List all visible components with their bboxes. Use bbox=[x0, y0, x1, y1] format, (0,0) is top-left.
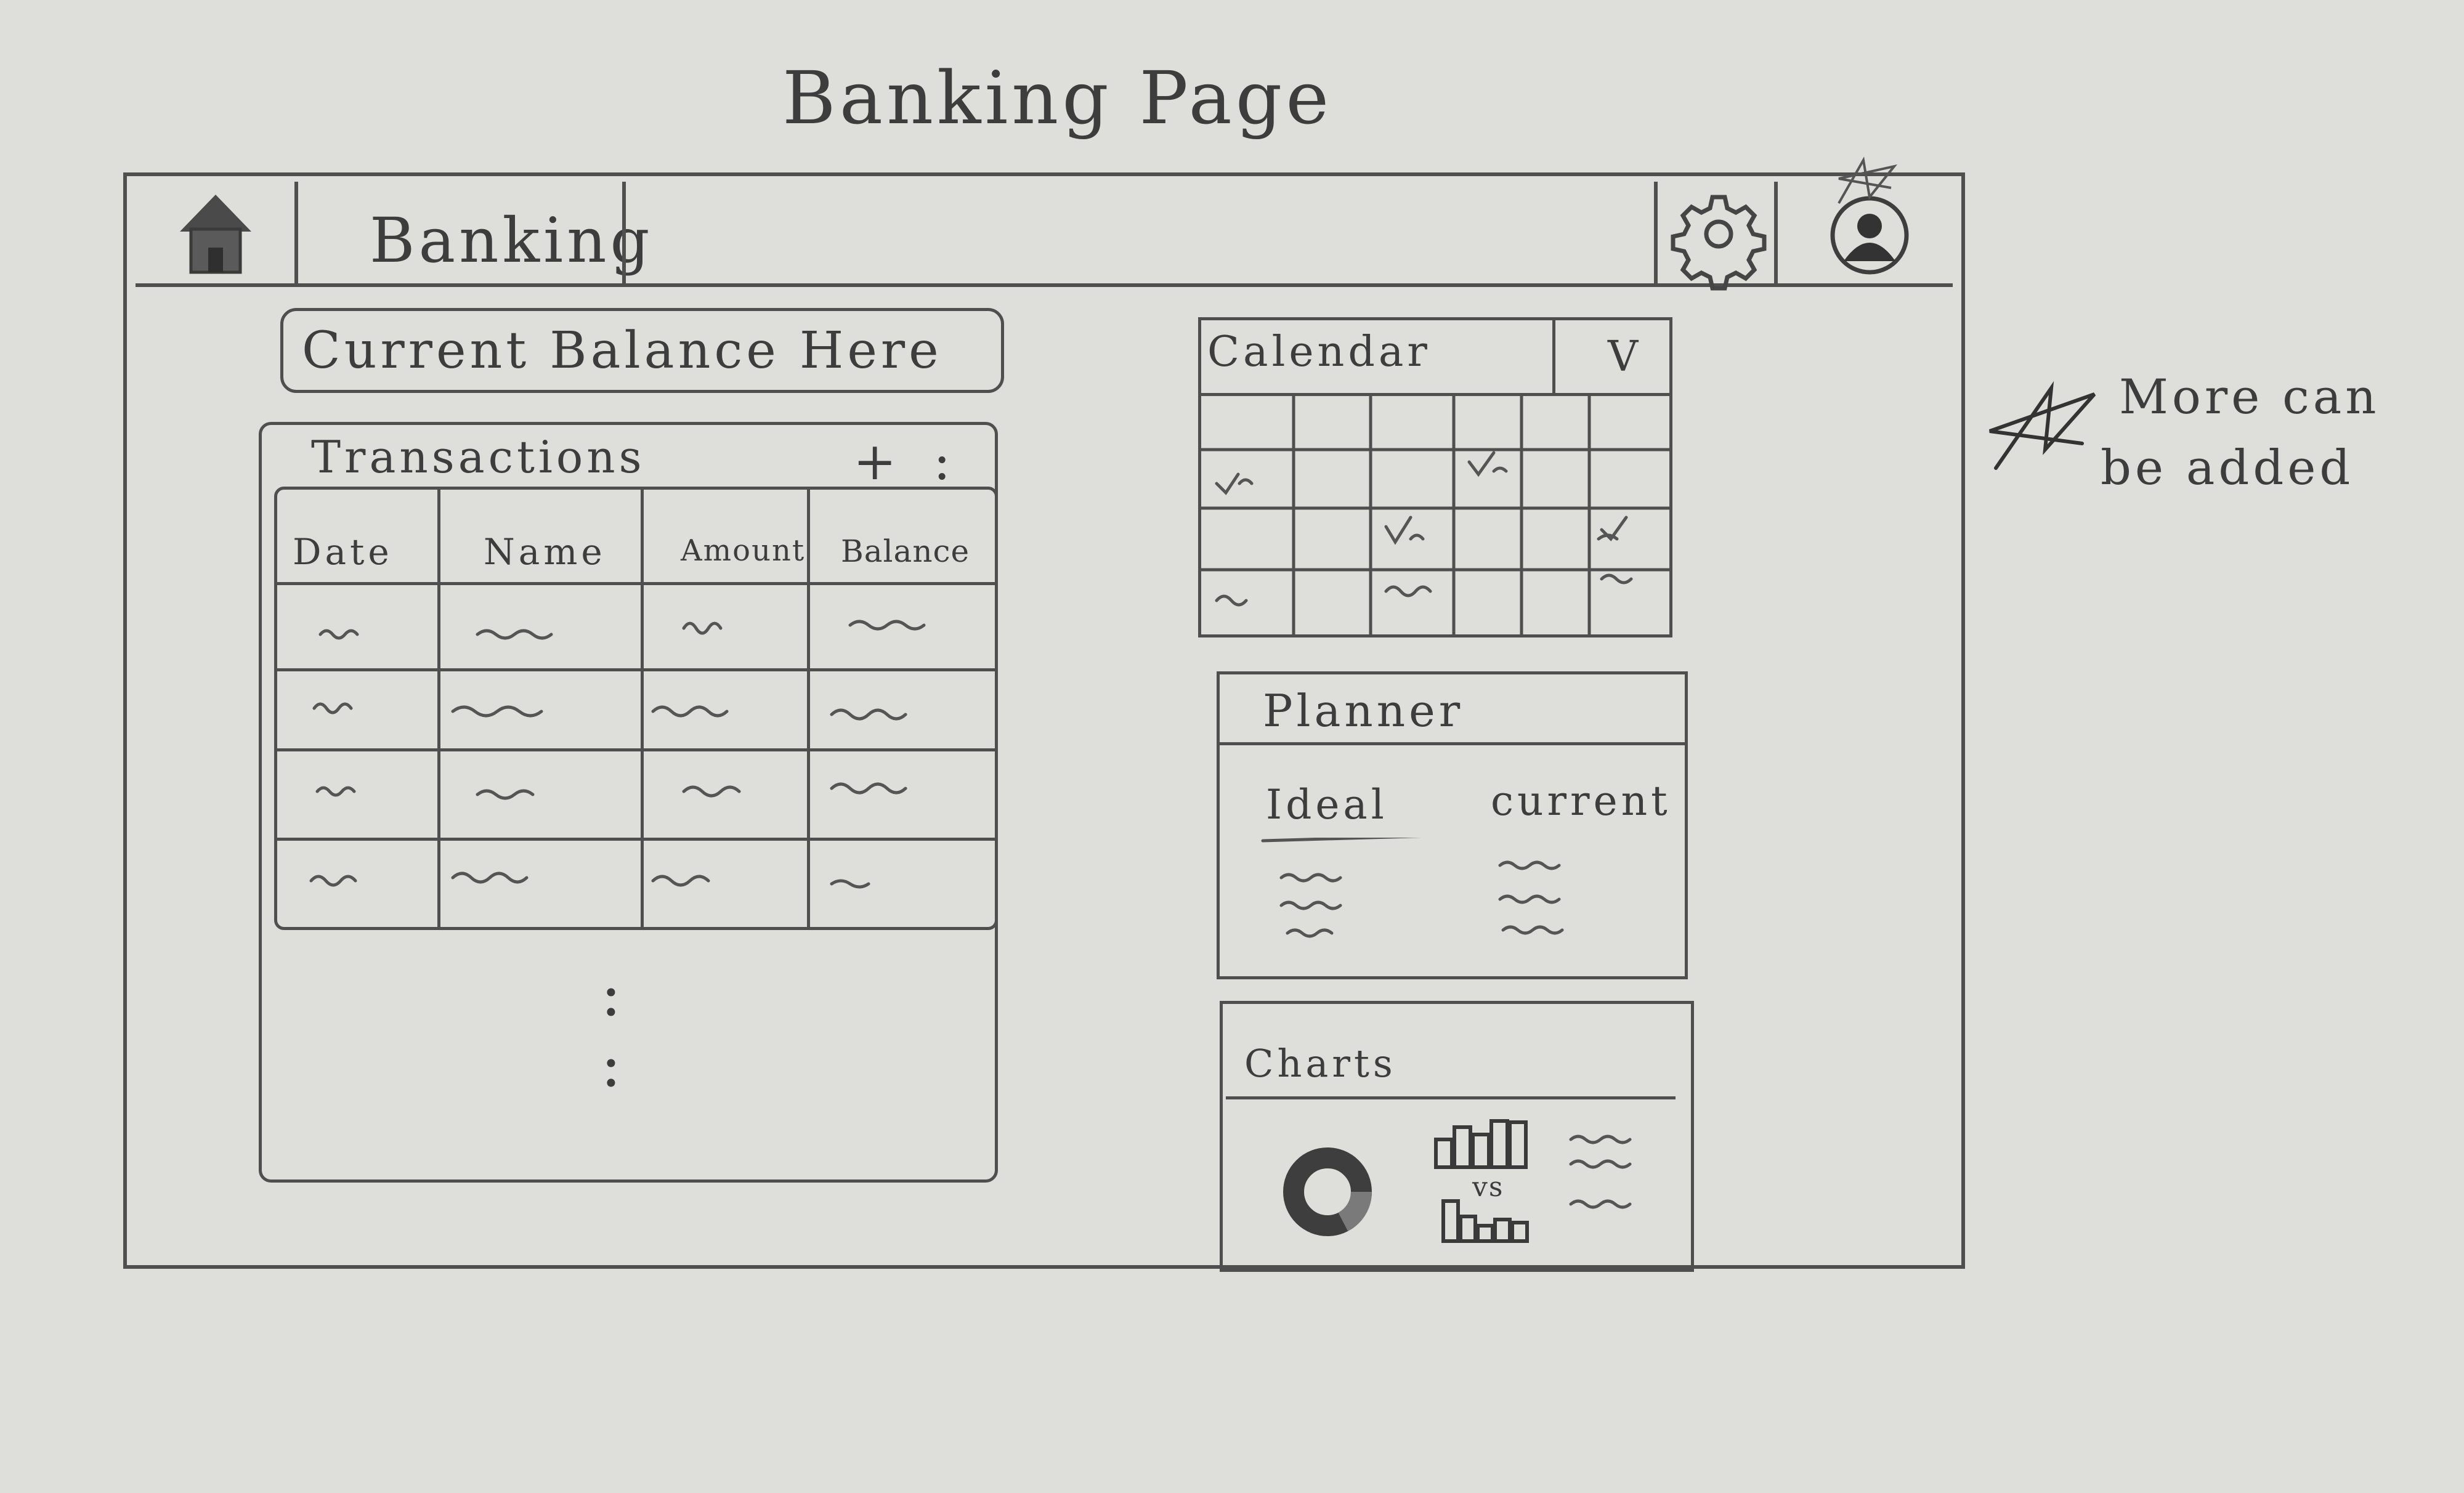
planner-lines bbox=[1261, 838, 1564, 938]
avatar-icon bbox=[1830, 196, 1909, 275]
current-balance-label: Current Balance Here bbox=[302, 322, 942, 380]
table-col-line bbox=[807, 490, 810, 927]
note-line-1: More can bbox=[2119, 370, 2380, 425]
calendar-dropdown-sep bbox=[1552, 320, 1555, 394]
calendar-grid[interactable] bbox=[1201, 394, 1669, 634]
topbar-divider bbox=[136, 283, 1953, 287]
planner-ideal-heading: Ideal bbox=[1266, 781, 1388, 828]
table-row-line bbox=[274, 748, 998, 751]
donut-chart-icon bbox=[1283, 1147, 1372, 1236]
table-header-amount: Amount bbox=[681, 533, 806, 568]
table-header-date: Date bbox=[293, 531, 393, 573]
header-title: Banking bbox=[370, 204, 654, 277]
gear-icon bbox=[1671, 195, 1767, 291]
transactions-add-button[interactable]: + bbox=[853, 431, 897, 492]
planner-header-line bbox=[1220, 742, 1685, 745]
table-row-line bbox=[274, 838, 998, 841]
home-button[interactable] bbox=[136, 185, 296, 283]
table-row-line bbox=[274, 668, 998, 671]
charts-title: Charts bbox=[1244, 1041, 1396, 1086]
planner-title: Planner bbox=[1263, 685, 1464, 737]
charts-legend-lines bbox=[1569, 1135, 1632, 1209]
current-balance-box bbox=[280, 308, 1004, 393]
table-col-line bbox=[641, 490, 644, 927]
transactions-more-button[interactable]: : bbox=[933, 431, 951, 492]
note-line-2: be added bbox=[2101, 440, 2354, 496]
app-frame bbox=[123, 172, 1965, 1269]
table-header-underline bbox=[274, 582, 998, 585]
settings-button[interactable] bbox=[1657, 185, 1774, 291]
table-continuation-dots: : bbox=[601, 1029, 622, 1101]
topbar-sep-2 bbox=[622, 182, 626, 283]
home-icon bbox=[180, 195, 251, 274]
table-continuation-dots: : bbox=[601, 958, 622, 1030]
sheet-title: Banking Page bbox=[782, 55, 1333, 140]
topbar-sep-1 bbox=[294, 182, 298, 283]
topbar-sep-3 bbox=[1654, 182, 1658, 283]
planner-current-heading: current bbox=[1491, 777, 1671, 825]
table-header-balance: Balance bbox=[841, 533, 970, 569]
calendar-dropdown-button[interactable]: V bbox=[1608, 333, 1639, 381]
calendar-widget bbox=[1198, 317, 1672, 637]
table-rows-placeholder bbox=[309, 620, 926, 889]
bar-chart-icon bbox=[1434, 1119, 1528, 1169]
star-icon bbox=[1838, 156, 1898, 204]
topbar-sep-4 bbox=[1774, 182, 1778, 283]
transactions-table bbox=[274, 487, 998, 930]
calendar-header-line bbox=[1201, 393, 1669, 396]
bar-chart-icon bbox=[1441, 1199, 1529, 1243]
charts-vs-label: vs bbox=[1472, 1171, 1504, 1203]
table-col-line bbox=[437, 490, 440, 927]
transactions-title: Transactions bbox=[311, 431, 646, 483]
star-icon bbox=[1989, 381, 2096, 470]
charts-header-line bbox=[1226, 1096, 1676, 1099]
calendar-title: Calendar bbox=[1207, 328, 1431, 376]
profile-button[interactable] bbox=[1777, 156, 1950, 283]
planner-widget bbox=[1217, 671, 1688, 979]
table-header-name: Name bbox=[484, 531, 606, 573]
charts-widget bbox=[1220, 1001, 1694, 1272]
